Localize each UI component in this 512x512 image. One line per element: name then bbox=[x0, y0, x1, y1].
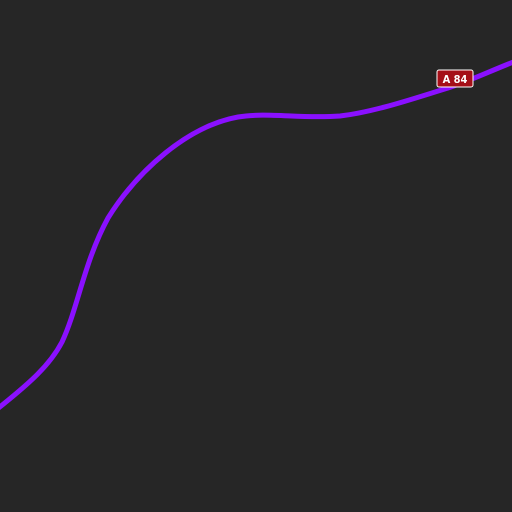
motorway-road-line[interactable] bbox=[0, 59, 512, 410]
road-shield-background bbox=[436, 69, 474, 88]
road-shield[interactable]: A 84 bbox=[436, 69, 474, 88]
road-shield-label: A 84 bbox=[443, 73, 468, 86]
